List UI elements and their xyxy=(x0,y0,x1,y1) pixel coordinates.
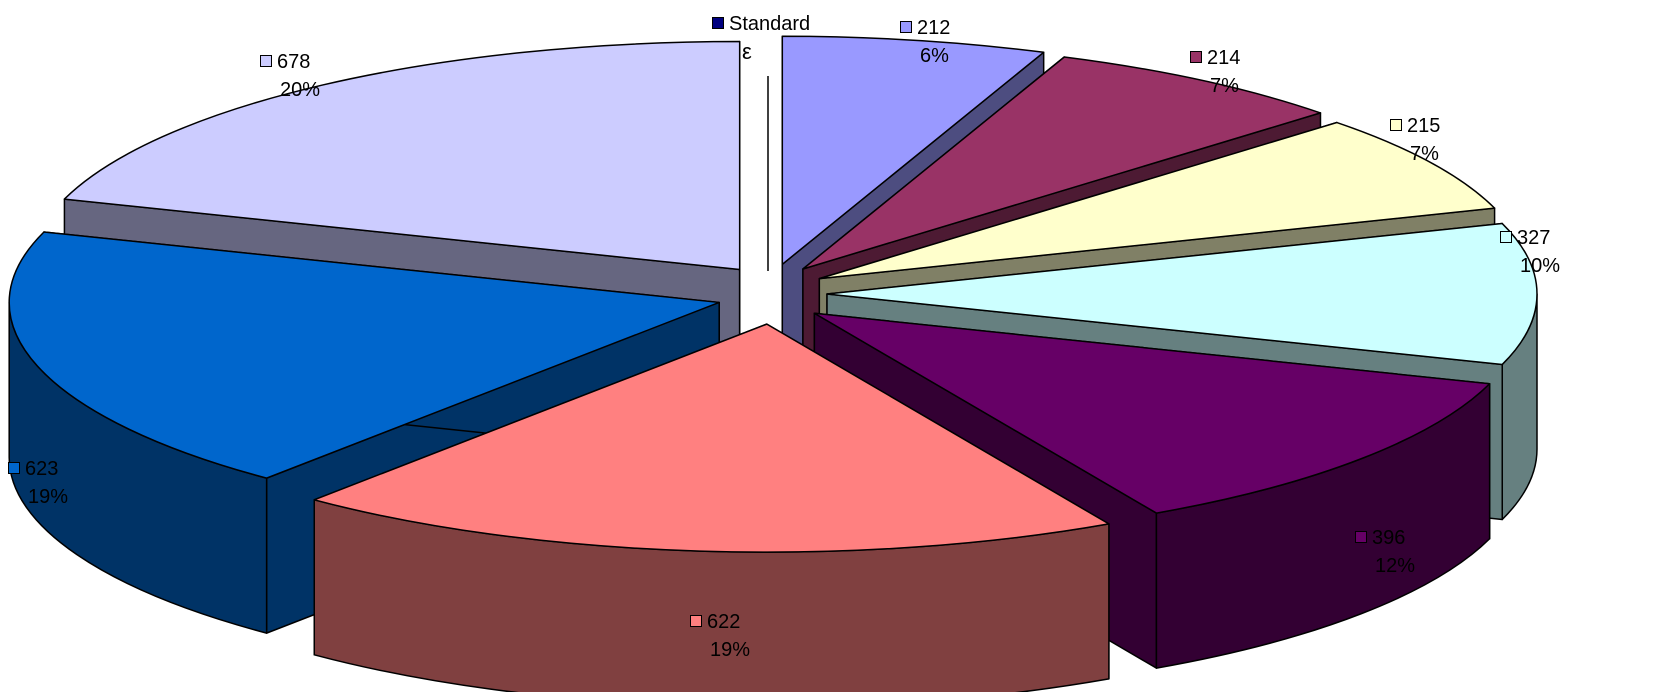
slice-label-name: 212 xyxy=(917,17,951,39)
legend-swatch xyxy=(712,17,724,29)
slice-label-name-row: 214 xyxy=(1190,44,1240,72)
legend-swatch xyxy=(1355,531,1367,543)
slice-label-name-row: 623 xyxy=(8,455,68,483)
slice-label-sublabel: ε xyxy=(742,39,752,64)
slice-label: 678 20% xyxy=(260,48,320,104)
slice-label-name-row: Standard xyxy=(712,10,810,38)
slice-label-percent: 12% xyxy=(1375,555,1416,577)
slice-top xyxy=(826,222,1538,366)
slice-label-percent: 7% xyxy=(1210,75,1239,97)
slice-label-name: 396 xyxy=(1372,527,1406,549)
slice-top xyxy=(63,40,741,271)
slice-label-name: 678 xyxy=(277,51,311,73)
slice-label: 622 19% xyxy=(690,608,750,664)
slice-top xyxy=(8,231,720,479)
slice-label: 214 7% xyxy=(1190,44,1240,100)
slice-top xyxy=(813,312,1491,514)
legend-swatch xyxy=(1190,51,1202,63)
legend-swatch xyxy=(8,462,20,474)
slice-label-name: Standard xyxy=(729,13,811,35)
slices-layer xyxy=(8,35,1538,692)
slice-label-name-row: 327 xyxy=(1500,224,1560,252)
slice-label-name: 215 xyxy=(1407,115,1441,137)
slice-label-name-row: 212 xyxy=(900,14,950,42)
slice-top xyxy=(781,35,1045,266)
slice-label-name-row: 396 xyxy=(1355,524,1415,552)
legend-swatch xyxy=(900,21,912,33)
slice-label-name: 623 xyxy=(25,458,59,480)
legend-swatch xyxy=(1390,119,1402,131)
slice-label: 212 6% xyxy=(900,14,950,70)
slice-top xyxy=(313,323,1110,553)
slice-label-name: 622 xyxy=(707,611,741,633)
slice-top xyxy=(802,56,1322,270)
slice-label-percent: 19% xyxy=(28,486,69,508)
slice-label-name: 214 xyxy=(1207,47,1241,69)
slice-label-name: 327 xyxy=(1517,227,1551,249)
slice-label-percent: 20% xyxy=(280,79,321,101)
slice-top xyxy=(818,121,1496,280)
slice-label-name-row: 622 xyxy=(690,608,750,636)
slice-label-name-row: 215 xyxy=(1390,112,1440,140)
slice-label: 396 12% xyxy=(1355,524,1415,580)
slice-label-percent: 10% xyxy=(1520,255,1561,277)
legend-swatch xyxy=(1500,231,1512,243)
legend-swatch xyxy=(260,55,272,67)
slice-label-name-row: 678 xyxy=(260,48,320,76)
slice-label-percent: 19% xyxy=(710,639,751,661)
slice-label: 215 7% xyxy=(1390,112,1440,168)
slice-label-percent: 7% xyxy=(1410,143,1439,165)
slice-label: Standard ε xyxy=(712,10,810,66)
slice-622 xyxy=(313,323,1110,692)
slice-label: 327 10% xyxy=(1500,224,1560,280)
slice-label-percent: 6% xyxy=(920,45,949,67)
slice-label: 623 19% xyxy=(8,455,68,511)
legend-swatch xyxy=(690,615,702,627)
